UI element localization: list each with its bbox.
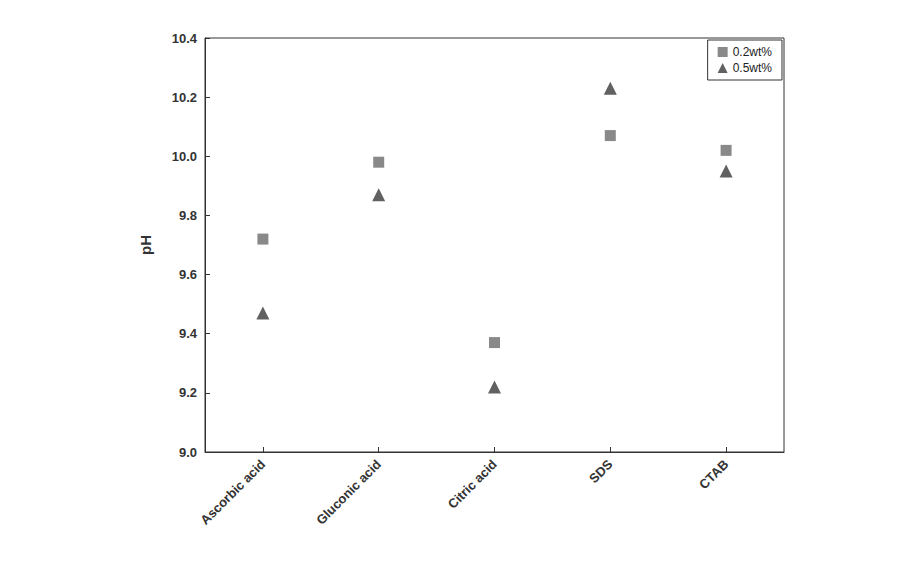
- svg-text:Ascorbic acid: Ascorbic acid: [197, 457, 268, 528]
- svg-text:CTAB: CTAB: [696, 457, 731, 492]
- svg-text:9.2: 9.2: [179, 385, 197, 400]
- svg-text:Citric acid: Citric acid: [445, 457, 500, 512]
- svg-text:SDS: SDS: [586, 456, 616, 486]
- svg-text:9.4: 9.4: [179, 326, 198, 341]
- svg-text:0.5wt%: 0.5wt%: [733, 61, 773, 75]
- svg-text:10.0: 10.0: [172, 149, 197, 164]
- svg-text:pH: pH: [137, 235, 154, 255]
- svg-text:0.2wt%: 0.2wt%: [733, 45, 773, 59]
- svg-text:Gluconic acid: Gluconic acid: [313, 457, 384, 528]
- svg-text:10.2: 10.2: [172, 90, 197, 105]
- svg-text:9.0: 9.0: [179, 445, 197, 460]
- svg-text:9.6: 9.6: [179, 267, 197, 282]
- svg-text:9.8: 9.8: [179, 208, 197, 223]
- svg-text:10.4: 10.4: [172, 31, 198, 46]
